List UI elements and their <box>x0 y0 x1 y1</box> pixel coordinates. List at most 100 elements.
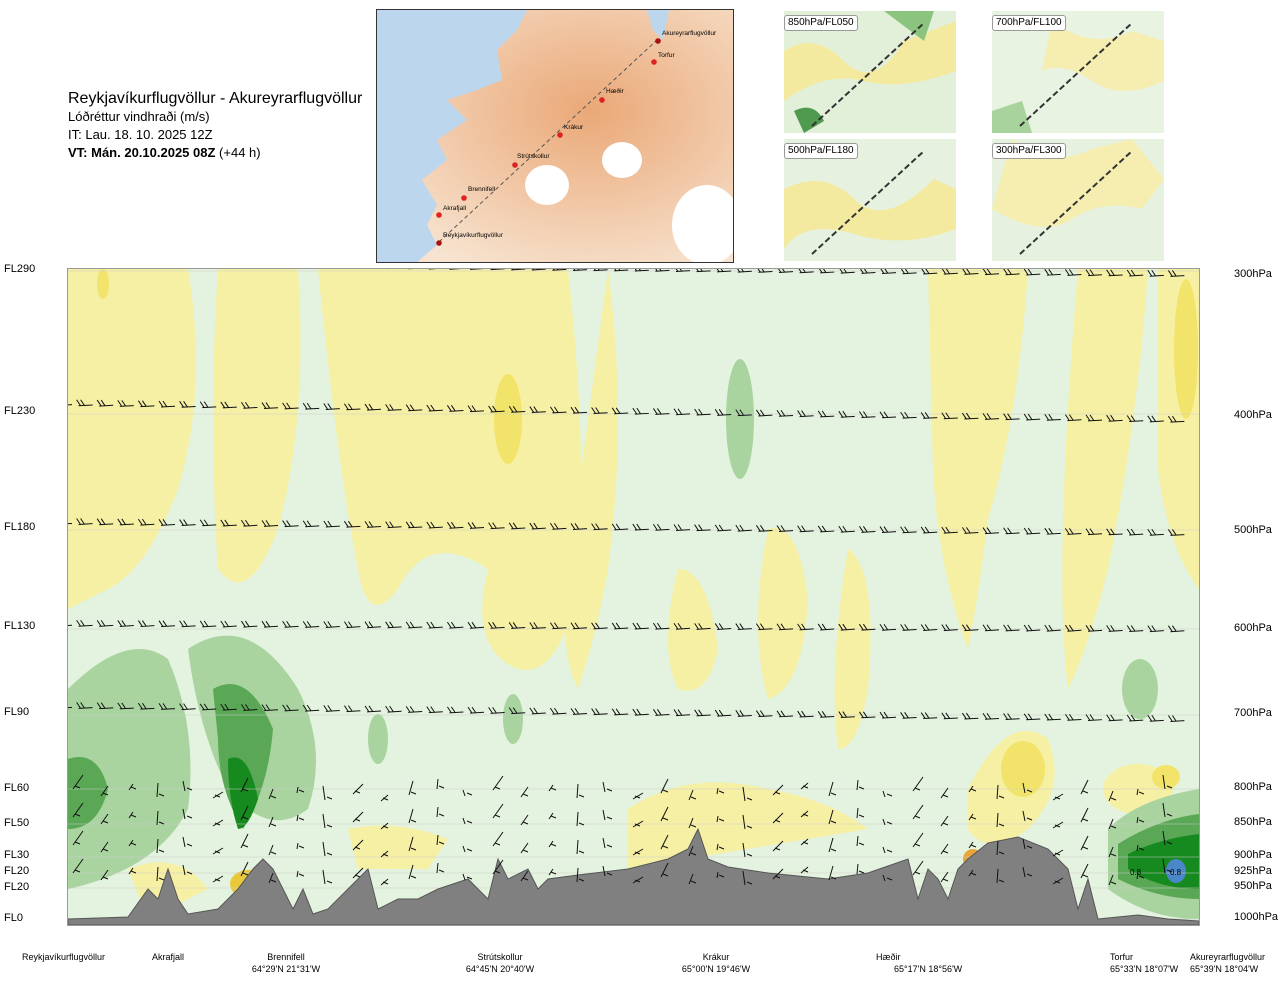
level-panel-850[interactable]: 850hPa/FL050 <box>784 11 956 133</box>
wind-barb <box>158 620 176 628</box>
wind-barb <box>602 809 613 821</box>
wind-barb <box>675 269 691 272</box>
wind-barb <box>1147 714 1164 722</box>
level-panel-label: 700hPa/FL100 <box>992 15 1066 31</box>
wind-barb <box>462 817 473 825</box>
wind-barb <box>688 873 697 885</box>
wind-barb <box>520 870 529 882</box>
wind-barb <box>941 269 958 275</box>
wind-barb <box>591 708 608 716</box>
wind-barb <box>1162 802 1173 818</box>
wind-barb <box>548 812 557 820</box>
wind-barb <box>755 525 773 532</box>
wind-barb <box>408 836 417 852</box>
wind-barb <box>800 810 809 818</box>
wind-barb <box>1106 625 1123 632</box>
wind-barb <box>688 789 697 801</box>
fl-tick: FL60 <box>4 782 30 794</box>
fl-tick: FL50 <box>4 817 30 829</box>
wind-barb <box>1023 413 1041 421</box>
glacier <box>602 142 642 178</box>
wind-barb <box>1136 872 1145 880</box>
wind-barb <box>405 706 423 713</box>
wind-barb <box>920 526 938 534</box>
wind-barb <box>1064 713 1082 721</box>
title-block: Reykjavíkurflugvöllur - Akureyrarflugvöl… <box>68 90 362 162</box>
fl-tick: FL180 <box>4 521 36 533</box>
wind-barb <box>364 521 382 528</box>
wind-barb <box>941 712 958 720</box>
wind-barb <box>137 518 155 526</box>
wind-barb <box>490 269 505 271</box>
wind-barb <box>511 269 526 271</box>
wind-barb <box>531 269 546 271</box>
station-label: Reykjavíkurflugvöllur <box>22 951 105 963</box>
wind-barb <box>117 400 134 407</box>
wind-barb <box>1167 715 1185 723</box>
wind-barb <box>1044 414 1061 421</box>
wind-barb <box>1052 821 1064 829</box>
wind-barb <box>688 817 697 829</box>
wind-barb <box>96 518 114 526</box>
wind-barb <box>961 624 979 632</box>
level-panel-500[interactable]: 500hPa/FL180 <box>784 139 956 261</box>
wind-barb <box>694 709 711 717</box>
fl-tick: FL30 <box>4 849 30 861</box>
level-panel-700[interactable]: 700hPa/FL100 <box>992 11 1164 133</box>
wind-barb <box>548 840 557 848</box>
wind-barb <box>212 819 224 827</box>
wind-barb <box>380 850 389 858</box>
wind-barb <box>940 787 949 799</box>
wind-barb <box>261 402 279 410</box>
wind-barb <box>714 623 732 630</box>
wind-barb <box>632 792 644 800</box>
wind-barb <box>882 818 893 826</box>
wind-barb <box>716 871 725 879</box>
wind-barb <box>156 810 165 826</box>
wind-barb <box>426 706 443 714</box>
wind-barb <box>268 844 277 856</box>
waypoint-label: Brennifell <box>468 186 496 193</box>
wind-barb <box>776 623 794 631</box>
wind-barb <box>858 411 876 419</box>
wind-barb <box>1085 414 1103 422</box>
waypoint-label: Strútskollur <box>517 153 550 160</box>
wind-barb <box>385 404 402 411</box>
wind-barb <box>100 813 109 825</box>
wind-barb <box>1022 782 1033 794</box>
wind-barb <box>462 845 473 853</box>
wind-barb <box>352 811 364 823</box>
wind-barb <box>742 814 753 830</box>
wind-barb <box>302 621 320 628</box>
wind-barb <box>1162 858 1173 874</box>
wind-barb <box>508 522 526 530</box>
wind-barb <box>261 520 279 527</box>
route-line <box>438 39 658 243</box>
wind-barb <box>467 405 485 413</box>
wind-barb <box>68 404 73 406</box>
wind-barb <box>941 526 958 534</box>
wind-barb <box>1136 788 1145 796</box>
wind-barb <box>282 704 299 712</box>
wind-barb <box>696 269 711 273</box>
wind-barb <box>772 868 784 880</box>
wind-barb <box>137 702 155 710</box>
wind-barb <box>817 711 835 718</box>
wind-barb <box>156 838 165 854</box>
wind-barb <box>179 401 196 408</box>
wind-barb <box>632 708 649 716</box>
wind-barb <box>1085 528 1103 536</box>
route-waypoint <box>436 240 442 246</box>
wind-barb <box>879 711 897 719</box>
pressure-tick: 500hPa <box>1234 524 1272 536</box>
wind-barb <box>968 785 977 793</box>
wind-barb <box>76 399 93 407</box>
wind-barb <box>380 822 389 830</box>
wind-barb <box>462 789 473 797</box>
route-waypoint <box>651 59 657 65</box>
level-panel-300[interactable]: 300hPa/FL300 <box>992 139 1164 261</box>
level-panel-label: 300hPa/FL300 <box>992 143 1066 159</box>
wind-barb <box>128 867 137 875</box>
wind-barb <box>405 521 423 529</box>
wind-barb <box>199 703 217 711</box>
